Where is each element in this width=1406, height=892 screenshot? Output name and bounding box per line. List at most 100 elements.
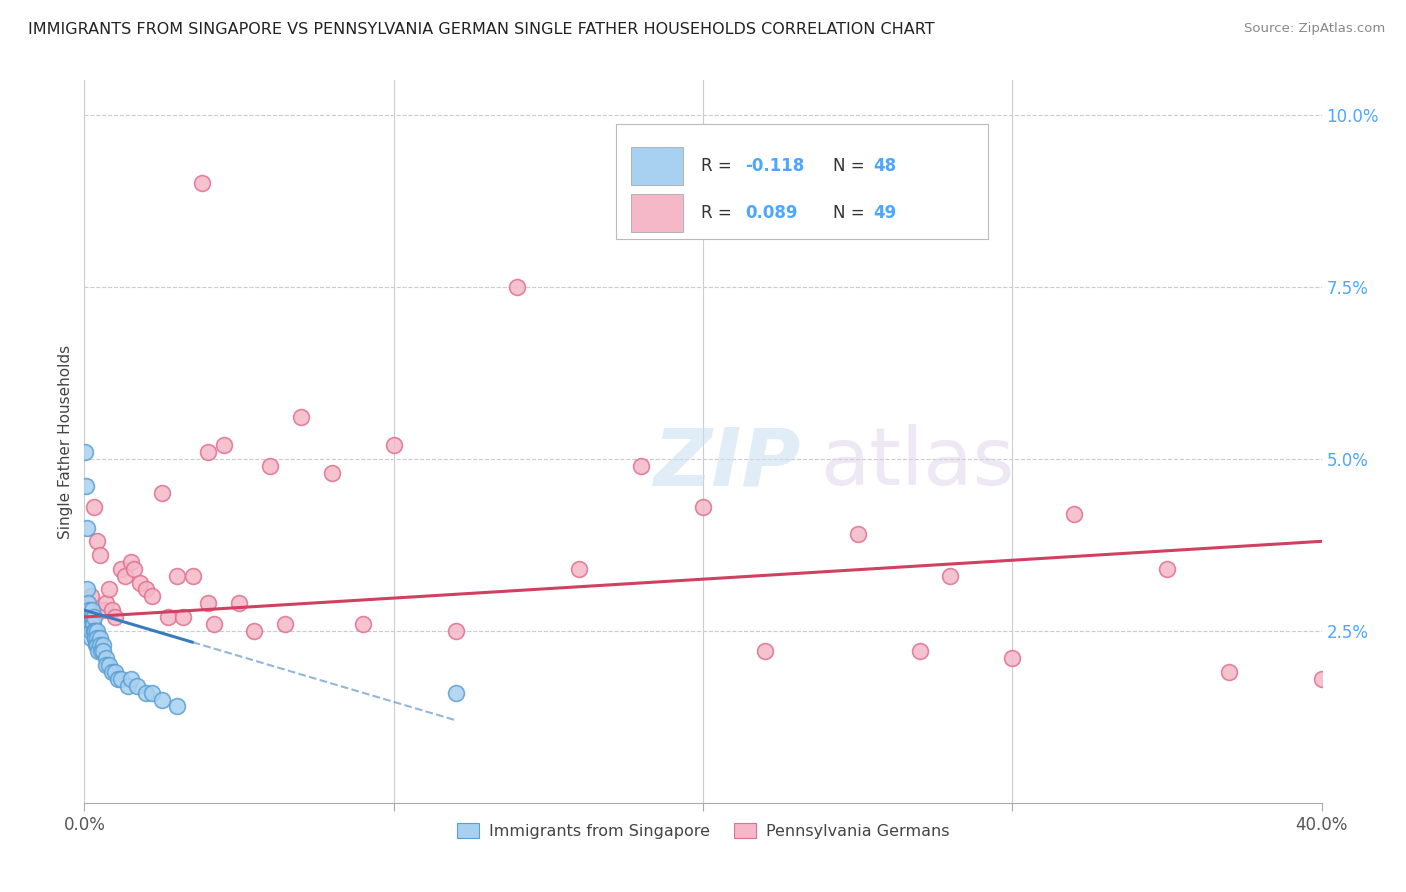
Point: [86, 638, 108, 652]
Point: [77, 616, 100, 631]
Point: [1218, 665, 1240, 679]
Point: [568, 562, 591, 576]
Point: [94, 651, 117, 665]
Point: [91, 603, 114, 617]
Point: [172, 610, 194, 624]
Point: [89, 548, 111, 562]
Point: [129, 575, 152, 590]
Point: [79, 590, 101, 604]
Text: IMMIGRANTS FROM SINGAPORE VS PENNSYLVANIA GERMAN SINGLE FATHER HOUSEHOLDS CORREL: IMMIGRANTS FROM SINGAPORE VS PENNSYLVANI…: [28, 22, 935, 37]
Point: [82, 610, 104, 624]
Text: R =: R =: [700, 157, 737, 175]
Text: ZIP: ZIP: [654, 425, 801, 502]
Point: [1063, 507, 1085, 521]
Point: [259, 458, 281, 473]
Text: N =: N =: [832, 204, 870, 222]
Point: [228, 596, 250, 610]
Y-axis label: Single Father Households: Single Father Households: [58, 344, 73, 539]
Point: [444, 686, 467, 700]
Point: [506, 279, 529, 293]
Point: [107, 672, 129, 686]
Point: [89, 631, 111, 645]
Point: [82, 616, 104, 631]
Point: [197, 445, 219, 459]
Point: [104, 610, 127, 624]
Point: [1156, 562, 1178, 576]
Point: [141, 686, 163, 700]
Point: [352, 616, 374, 631]
Point: [243, 624, 266, 638]
Text: 0.089: 0.089: [745, 204, 797, 222]
Point: [76, 520, 98, 534]
Point: [181, 568, 204, 582]
Point: [79, 616, 101, 631]
Point: [1001, 651, 1024, 665]
Point: [1310, 672, 1333, 686]
Point: [202, 616, 225, 631]
Text: -0.118: -0.118: [745, 157, 804, 175]
Point: [150, 486, 173, 500]
Point: [290, 410, 312, 425]
Point: [83, 610, 105, 624]
Point: [80, 610, 103, 624]
Point: [86, 534, 108, 549]
Point: [83, 631, 105, 645]
Point: [79, 631, 101, 645]
Point: [77, 610, 100, 624]
Point: [135, 582, 157, 597]
Point: [110, 562, 132, 576]
Text: atlas: atlas: [821, 425, 1015, 502]
Legend: Immigrants from Singapore, Pennsylvania Germans: Immigrants from Singapore, Pennsylvania …: [450, 817, 956, 846]
Point: [444, 624, 467, 638]
Point: [382, 438, 405, 452]
Point: [630, 458, 652, 473]
Point: [191, 177, 214, 191]
Point: [98, 658, 121, 673]
Point: [91, 644, 114, 658]
Point: [79, 603, 101, 617]
Point: [104, 665, 127, 679]
Point: [94, 596, 117, 610]
Point: [135, 686, 157, 700]
Point: [122, 562, 145, 576]
Point: [274, 616, 297, 631]
Point: [75, 445, 97, 459]
Point: [846, 527, 869, 541]
Point: [117, 679, 139, 693]
Point: [76, 582, 98, 597]
Point: [939, 568, 962, 582]
Point: [84, 638, 107, 652]
Point: [80, 624, 103, 638]
Point: [166, 699, 188, 714]
Point: [321, 466, 343, 480]
Point: [110, 672, 132, 686]
Point: [212, 438, 235, 452]
FancyBboxPatch shape: [631, 147, 683, 185]
Point: [84, 631, 107, 645]
FancyBboxPatch shape: [631, 194, 683, 232]
Point: [83, 500, 105, 514]
Point: [84, 624, 107, 638]
Point: [79, 610, 101, 624]
Point: [90, 644, 112, 658]
Point: [76, 603, 98, 617]
Point: [83, 624, 105, 638]
Point: [166, 568, 188, 582]
Point: [120, 555, 142, 569]
Text: 48: 48: [873, 157, 897, 175]
Point: [101, 665, 124, 679]
Point: [125, 679, 148, 693]
Point: [150, 692, 173, 706]
Point: [94, 658, 117, 673]
Point: [141, 590, 163, 604]
Point: [120, 672, 142, 686]
Point: [114, 568, 136, 582]
Point: [86, 631, 108, 645]
Point: [692, 500, 714, 514]
Point: [89, 638, 111, 652]
Point: [197, 596, 219, 610]
Text: 49: 49: [873, 204, 897, 222]
Point: [86, 624, 108, 638]
Text: N =: N =: [832, 157, 870, 175]
Point: [754, 644, 776, 658]
